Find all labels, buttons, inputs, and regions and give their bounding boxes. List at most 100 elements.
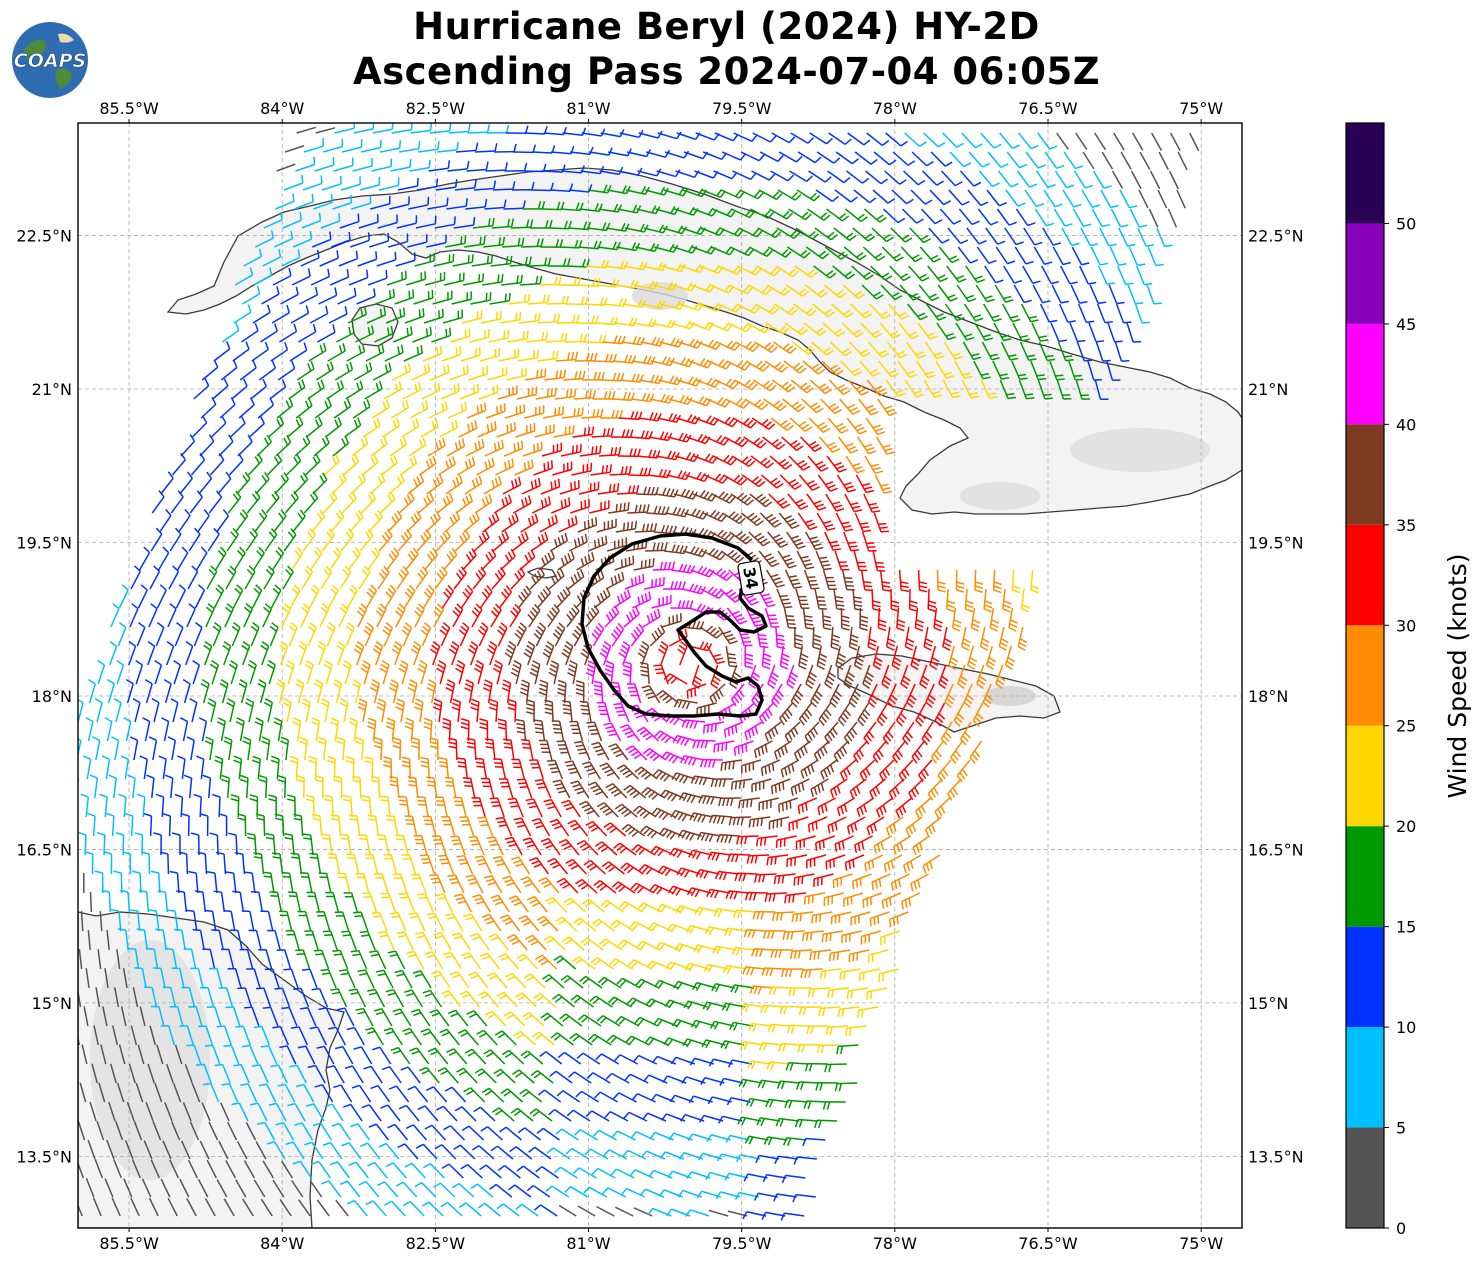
wind-barb	[537, 313, 561, 324]
wind-barb	[1120, 151, 1132, 170]
wind-barb	[523, 163, 547, 173]
terrain-shade	[960, 482, 1040, 510]
colorbar-bin	[1346, 524, 1384, 626]
wind-barb	[262, 248, 282, 267]
wind-barb	[891, 189, 914, 205]
wind-barb	[528, 257, 552, 267]
lon-tick-label-top: 81°W	[566, 99, 610, 118]
wind-barb	[1113, 132, 1125, 151]
lat-tick-label-right: 22.5°N	[1248, 227, 1304, 246]
wind-barb	[62, 794, 69, 817]
wind-barb	[452, 254, 474, 267]
wind-barb	[939, 208, 962, 225]
wind-barb	[388, 233, 409, 248]
wind-barb	[917, 322, 938, 340]
wind-barb	[1058, 303, 1076, 323]
wind-barb	[1189, 132, 1200, 152]
wind-barb	[72, 892, 73, 912]
wind-barb	[520, 275, 543, 286]
wind-barb	[1070, 284, 1088, 304]
wind-barb	[873, 151, 897, 166]
wind-barb	[598, 203, 623, 213]
wind-barb	[901, 208, 924, 224]
terrain-shade	[632, 282, 688, 310]
lat-tick-label-left: 13.5°N	[16, 1147, 72, 1166]
wind-barb	[1077, 303, 1095, 324]
wind-barb	[424, 271, 446, 286]
wind-barb	[816, 151, 841, 164]
wind-barb	[1127, 284, 1144, 305]
wind-barb	[925, 303, 947, 321]
wind-barb	[785, 284, 810, 297]
colorbar-bin	[1346, 625, 1384, 726]
wind-barb	[290, 305, 310, 324]
wind-barb	[622, 299, 647, 309]
wind-barb	[1069, 322, 1086, 343]
wind-barb	[708, 322, 733, 332]
wind-barb	[221, 322, 240, 343]
wind-barb	[233, 304, 252, 324]
wind-barb	[1119, 189, 1138, 209]
wind-barb	[1158, 151, 1170, 171]
wind-barb	[329, 269, 350, 286]
wind-barb	[889, 265, 911, 282]
wind-barb	[527, 294, 550, 305]
wind-barb	[273, 230, 294, 248]
colorbar-tick-label: 40	[1396, 415, 1416, 434]
wind-barb	[1147, 246, 1164, 267]
wind-barb	[501, 274, 523, 286]
wind-barb	[433, 253, 455, 267]
colorbar-tick-label: 5	[1396, 1119, 1406, 1138]
wind-barb	[747, 284, 772, 296]
title-block: Hurricane Beryl (2024) HY-2D Ascending P…	[0, 4, 1453, 94]
wind-barb	[367, 270, 388, 286]
lat-tick-label-right: 21°N	[1248, 380, 1288, 399]
wind-barb	[793, 303, 817, 317]
wind-barb	[740, 151, 765, 162]
wind-barb	[539, 276, 562, 286]
wind-barb	[71, 1102, 77, 1121]
wind-barb	[805, 246, 830, 260]
wind-barb	[63, 1044, 67, 1064]
wind-barb	[570, 146, 594, 156]
wind-barb	[885, 132, 908, 147]
wind-barb	[283, 174, 304, 191]
wind-barb	[254, 230, 274, 248]
wind-barb	[1044, 151, 1065, 170]
wind-barb	[1056, 132, 1069, 150]
wind-barb	[965, 265, 986, 284]
wind-barb	[423, 308, 444, 324]
wind-barb	[660, 300, 685, 310]
wind-barb	[963, 303, 984, 322]
wind-barb	[540, 239, 564, 248]
land-layer	[78, 167, 1242, 1228]
wind-barb	[471, 254, 494, 267]
wind-barb	[1107, 322, 1123, 343]
wind-barb	[375, 288, 395, 305]
wind-barb	[948, 189, 970, 206]
wind-barb	[851, 265, 874, 281]
wind-barb	[778, 151, 803, 163]
wind-barb	[756, 265, 781, 277]
wind-barb	[974, 322, 993, 342]
wind-barb	[947, 227, 969, 245]
wind-barb	[1004, 227, 1024, 246]
wind-barb	[663, 187, 688, 197]
wind-barb	[89, 891, 93, 913]
wind-barb	[605, 222, 630, 232]
wind-barb	[1015, 208, 1036, 227]
colorbar-bin	[1346, 926, 1384, 1028]
wind-barb	[956, 284, 977, 303]
lon-tick-label-top: 76.5°W	[1018, 99, 1078, 118]
wind-barb	[996, 208, 1017, 226]
wind-barb	[739, 189, 764, 200]
wind-barb	[416, 178, 439, 191]
colorbar: 0 5 10 15 20 25 30 35 40 45 50	[1345, 122, 1416, 1238]
wind-barb	[426, 234, 447, 248]
wind-barb	[53, 1102, 58, 1121]
wind-barb	[936, 322, 957, 341]
wind-barb	[815, 189, 840, 203]
colorbar-bin	[1346, 123, 1384, 224]
wind-barb	[291, 268, 311, 286]
wind-barb	[898, 322, 920, 340]
